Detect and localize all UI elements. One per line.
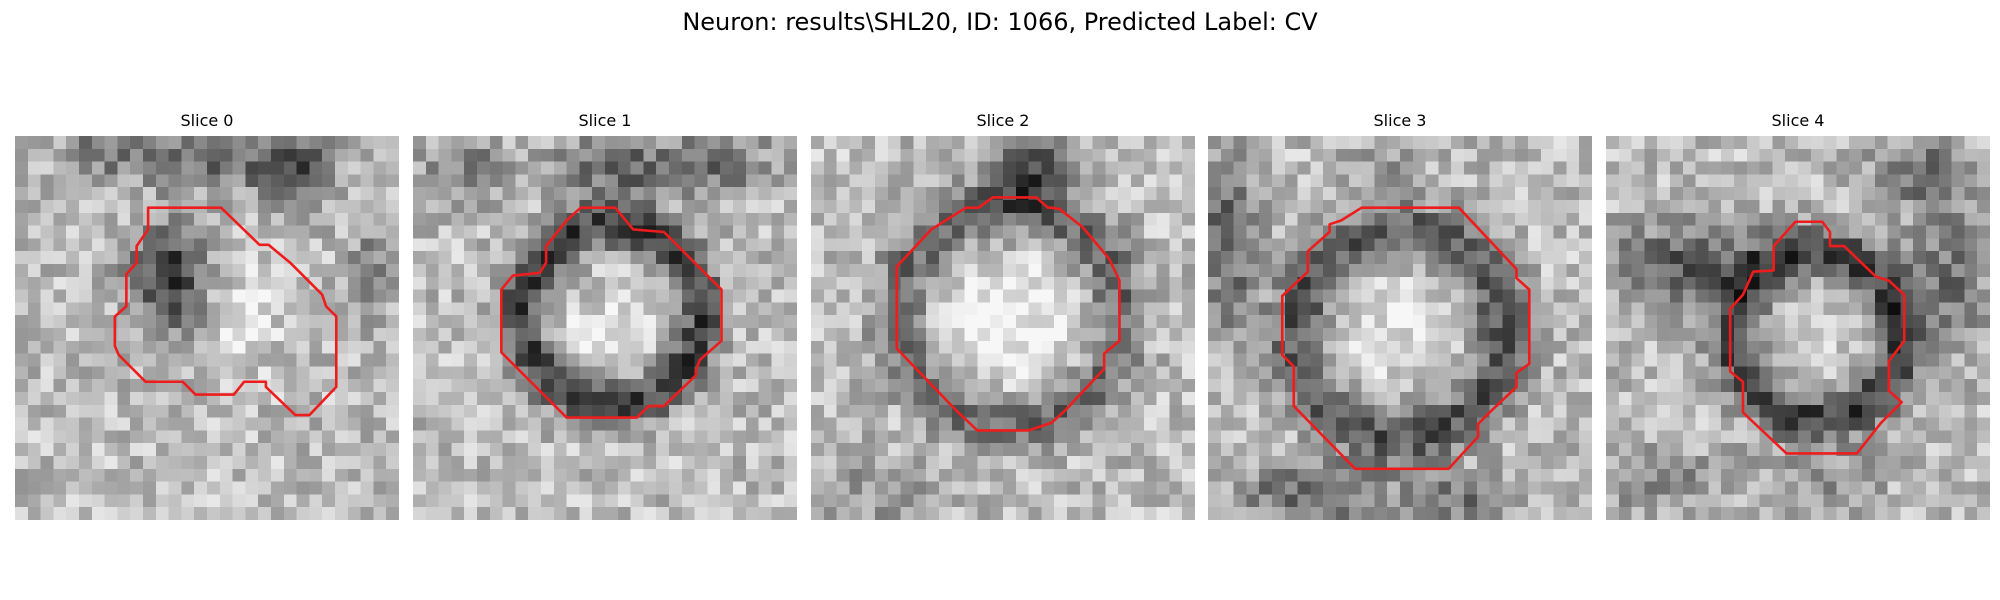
slice-image-1: [413, 136, 797, 520]
slice-title: Slice 1: [578, 111, 632, 130]
segmentation-contour: [115, 208, 336, 415]
slice-title: Slice 2: [976, 111, 1030, 130]
segmentation-contour: [1730, 222, 1904, 454]
slice-image-0: [15, 136, 399, 520]
slice-image-2: [811, 136, 1195, 520]
slice-image-3: [1208, 136, 1592, 520]
slice-title: Slice 0: [180, 111, 234, 130]
slice-image-4: [1606, 136, 1990, 520]
slice-panel-3: Slice 3: [1208, 108, 1592, 520]
slice-title: Slice 3: [1373, 111, 1427, 130]
slice-panel-0: Slice 0: [15, 108, 399, 520]
segmentation-contour: [501, 208, 721, 418]
figure-title: Neuron: results\SHL20, ID: 1066, Predict…: [682, 8, 1318, 36]
slice-panel-1: Slice 1: [413, 108, 797, 520]
segmentation-contour: [897, 197, 1120, 430]
segmentation-contour: [1282, 208, 1529, 469]
slice-title: Slice 4: [1771, 111, 1825, 130]
slice-panel-2: Slice 2: [811, 108, 1195, 520]
slice-panel-4: Slice 4: [1606, 108, 1990, 520]
